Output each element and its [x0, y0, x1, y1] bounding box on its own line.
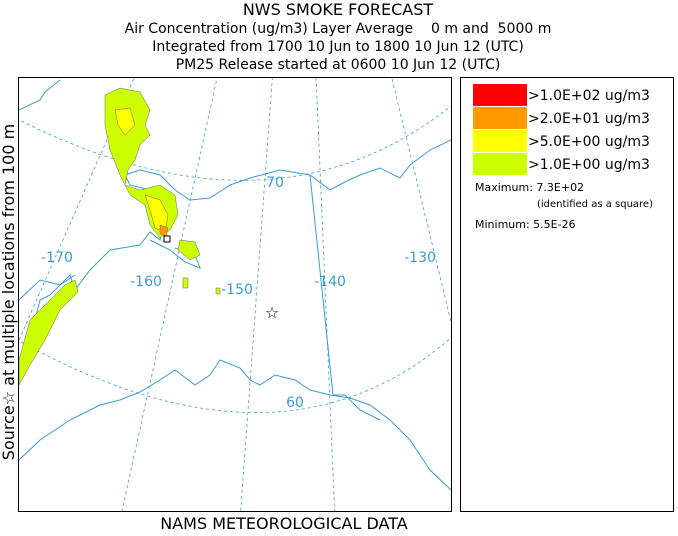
border	[309, 174, 381, 421]
maximum: Maximum: 7.3E+02	[475, 181, 584, 194]
legend-label: >1.0E+00 ug/m3	[528, 157, 650, 173]
grid-label: -150	[221, 282, 253, 298]
map-frame	[18, 77, 452, 512]
legend-swatch	[473, 84, 527, 106]
smoke-plume	[177, 239, 221, 295]
grid-line	[19, 105, 451, 181]
legend: Maximum: 7.3E+02 (identified as a square…	[460, 77, 674, 512]
legend-swatch	[473, 130, 527, 152]
maximum-note: (identified as a square)	[537, 199, 653, 210]
grid-label: -170	[41, 250, 73, 266]
source-marker: ☆	[265, 303, 279, 322]
grid-label: 60	[286, 395, 304, 411]
subtitle: Integrated from 1700 10 Jun to 1800 10 J…	[152, 39, 524, 55]
map: ☆ 70 -170 -160 -150 -140 -130 60	[18, 77, 452, 512]
grid-label: -130	[404, 250, 436, 266]
smoke-plume	[19, 279, 79, 386]
legend-label: >2.0E+01 ug/m3	[528, 111, 650, 127]
minimum: Minimum: 5.5E-26	[475, 218, 576, 231]
legend-frame	[460, 77, 674, 512]
title: NWS SMOKE FORECAST	[243, 0, 434, 19]
grid-line	[315, 78, 336, 511]
grid-label: -160	[130, 274, 162, 290]
coastline	[19, 274, 76, 301]
legend-swatch	[473, 153, 527, 175]
subtitle: Air Concentration (ug/m3) Layer Average …	[125, 21, 552, 37]
legend-label: >1.0E+02 ug/m3	[528, 88, 650, 104]
grid-label: 70	[266, 175, 284, 191]
max-marker	[163, 235, 171, 243]
legend-swatch	[473, 107, 527, 129]
footer: NAMS METEOROLOGICAL DATA	[160, 514, 408, 532]
grid-label: -140	[314, 274, 346, 290]
subtitle: PM25 Release started at 0600 10 Jun 12 (…	[176, 57, 501, 73]
grid-line	[391, 78, 451, 324]
grid-line	[19, 337, 451, 413]
grid-line	[240, 78, 273, 511]
legend-label: >5.0E+00 ug/m3	[528, 134, 650, 150]
coastline	[19, 359, 451, 491]
coastline	[19, 79, 451, 371]
side-label: Source☆ at multiple locations from 100 m	[0, 124, 18, 460]
